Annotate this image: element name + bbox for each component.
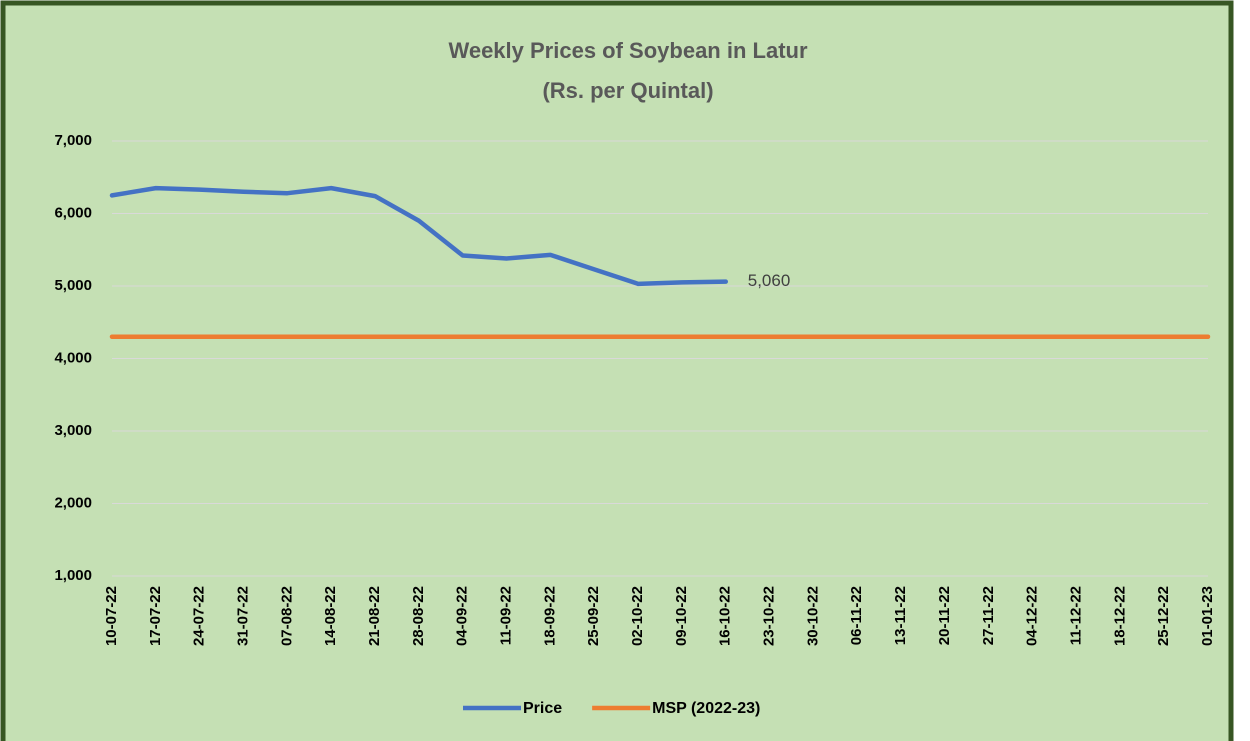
x-tick-label: 21-08-22 xyxy=(366,586,383,646)
x-tick-label: 13-11-22 xyxy=(892,586,909,645)
chart-subtitle: (Rs. per Quintal) xyxy=(542,78,713,103)
x-tick-label: 04-09-22 xyxy=(454,586,471,646)
x-tick-label: 07-08-22 xyxy=(278,586,295,646)
x-tick-label: 01-01-23 xyxy=(1199,586,1216,646)
series-line xyxy=(109,185,729,287)
x-tick-label: 14-08-22 xyxy=(322,586,339,646)
x-tick-label: 20-11-22 xyxy=(936,586,953,645)
x-tick-label: 28-08-22 xyxy=(410,586,427,646)
x-tick-label: 18-12-22 xyxy=(1111,586,1128,646)
chart-title: Weekly Prices of Soybean in Latur xyxy=(448,38,807,63)
x-tick-label: 02-10-22 xyxy=(629,586,646,646)
y-tick-label: 1,000 xyxy=(54,567,92,584)
x-tick-label: 09-10-22 xyxy=(673,586,690,646)
x-tick-label: 31-07-22 xyxy=(234,586,251,646)
x-tick-label: 17-07-22 xyxy=(147,586,164,646)
y-tick-label: 2,000 xyxy=(54,494,92,511)
x-tick-label: 10-07-22 xyxy=(103,586,120,646)
legend-label: Price xyxy=(523,700,562,717)
x-tick-label: 16-10-22 xyxy=(717,586,734,646)
x-tick-label: 25-09-22 xyxy=(585,586,602,646)
y-tick-label: 3,000 xyxy=(54,422,92,439)
legend-label: MSP (2022-23) xyxy=(652,700,760,717)
x-tick-label: 11-12-22 xyxy=(1067,586,1084,645)
x-tick-label: 27-11-22 xyxy=(980,586,997,645)
x-tick-label: 04-12-22 xyxy=(1024,586,1041,646)
y-tick-label: 7,000 xyxy=(54,132,92,149)
y-tick-label: 4,000 xyxy=(54,349,92,366)
y-tick-label: 6,000 xyxy=(54,204,92,221)
y-tick-label: 5,000 xyxy=(54,277,92,294)
data-label: 5,060 xyxy=(748,271,791,290)
x-tick-label: 23-10-22 xyxy=(761,586,778,646)
x-tick-label: 24-07-22 xyxy=(191,586,208,646)
x-tick-label: 18-09-22 xyxy=(541,586,558,646)
x-tick-label: 06-11-22 xyxy=(848,586,865,645)
x-tick-label: 30-10-22 xyxy=(804,586,821,646)
x-tick-label: 25-12-22 xyxy=(1155,586,1172,646)
x-tick-label: 11-09-22 xyxy=(498,586,515,645)
